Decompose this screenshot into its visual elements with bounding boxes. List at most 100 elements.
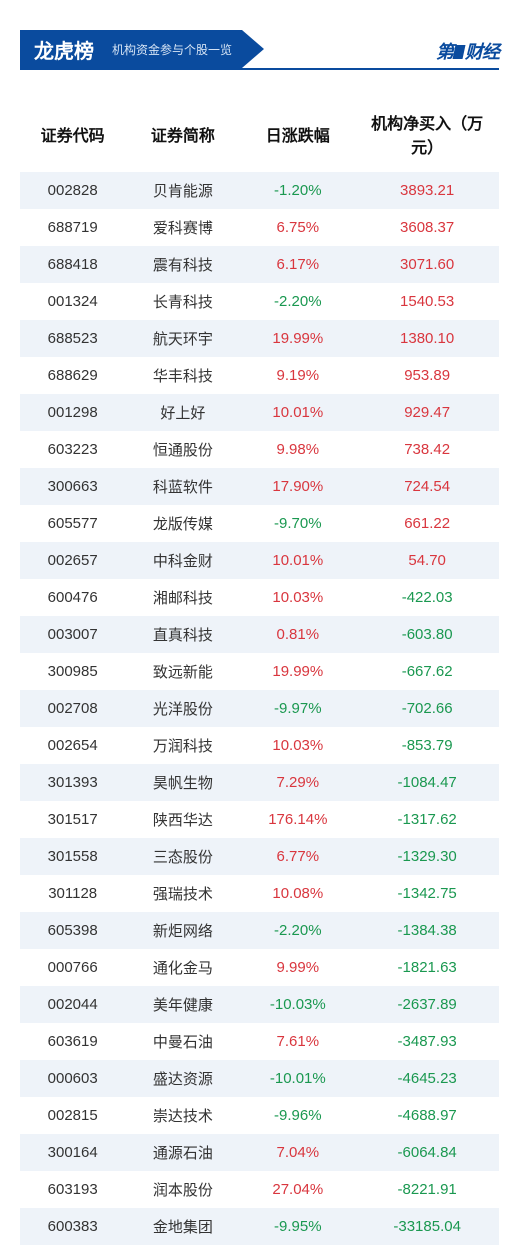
table-body: 002828贝肯能源-1.20%3893.21688719爱科赛博6.75%36…	[20, 172, 499, 1245]
cell-net: -1329.30	[355, 838, 499, 875]
table-row: 001298好上好10.01%929.47	[20, 394, 499, 431]
table-row: 002657中科金财10.01%54.70	[20, 542, 499, 579]
cell-code: 600476	[20, 579, 125, 616]
cell-code: 002657	[20, 542, 125, 579]
cell-name: 爱科赛博	[125, 209, 240, 246]
table-row: 002654万润科技10.03%-853.79	[20, 727, 499, 764]
cell-name: 长青科技	[125, 283, 240, 320]
table-row: 301517陕西华达176.14%-1317.62	[20, 801, 499, 838]
cell-name: 科蓝软件	[125, 468, 240, 505]
cell-net: 738.42	[355, 431, 499, 468]
cell-net: -853.79	[355, 727, 499, 764]
cell-name: 中曼石油	[125, 1023, 240, 1060]
cell-net: -3487.93	[355, 1023, 499, 1060]
th-name: 证券简称	[125, 100, 240, 172]
cell-name: 湘邮科技	[125, 579, 240, 616]
table-row: 603193润本股份27.04%-8221.91	[20, 1171, 499, 1208]
cell-name: 直真科技	[125, 616, 240, 653]
cell-change: 27.04%	[240, 1171, 355, 1208]
cell-net: 661.22	[355, 505, 499, 542]
table-row: 688418震有科技6.17%3071.60	[20, 246, 499, 283]
logo-text-left: 第	[436, 42, 453, 62]
cell-change: -2.20%	[240, 912, 355, 949]
cell-change: -9.70%	[240, 505, 355, 542]
cell-change: 10.01%	[240, 394, 355, 431]
cell-change: -2.20%	[240, 283, 355, 320]
table-row: 603223恒通股份9.98%738.42	[20, 431, 499, 468]
cell-change: -9.97%	[240, 690, 355, 727]
cell-change: 7.04%	[240, 1134, 355, 1171]
logo-block-icon	[453, 45, 466, 59]
cell-name: 龙版传媒	[125, 505, 240, 542]
cell-name: 美年健康	[125, 986, 240, 1023]
th-net: 机构净买入（万元）	[355, 100, 499, 172]
cell-change: 6.17%	[240, 246, 355, 283]
cell-change: 0.81%	[240, 616, 355, 653]
table-row: 603619中曼石油7.61%-3487.93	[20, 1023, 499, 1060]
cell-net: -1317.62	[355, 801, 499, 838]
cell-name: 航天环宇	[125, 320, 240, 357]
cell-change: 9.19%	[240, 357, 355, 394]
cell-net: -702.66	[355, 690, 499, 727]
table-row: 002815崇达技术-9.96%-4688.97	[20, 1097, 499, 1134]
cell-change: 10.03%	[240, 579, 355, 616]
cell-change: 6.75%	[240, 209, 355, 246]
table-row: 301393昊帆生物7.29%-1084.47	[20, 764, 499, 801]
table-row: 001324长青科技-2.20%1540.53	[20, 283, 499, 320]
cell-code: 301393	[20, 764, 125, 801]
cell-net: -33185.04	[355, 1208, 499, 1245]
cell-code: 002708	[20, 690, 125, 727]
table-row: 002044美年健康-10.03%-2637.89	[20, 986, 499, 1023]
cell-code: 603193	[20, 1171, 125, 1208]
cell-name: 强瑞技术	[125, 875, 240, 912]
cell-change: 6.77%	[240, 838, 355, 875]
cell-net: -603.80	[355, 616, 499, 653]
table-row: 003007直真科技0.81%-603.80	[20, 616, 499, 653]
table-row: 605398新炬网络-2.20%-1384.38	[20, 912, 499, 949]
cell-code: 002044	[20, 986, 125, 1023]
table-row: 300663科蓝软件17.90%724.54	[20, 468, 499, 505]
table-row: 300164通源石油7.04%-6064.84	[20, 1134, 499, 1171]
cell-change: 176.14%	[240, 801, 355, 838]
cell-net: -4688.97	[355, 1097, 499, 1134]
cell-net: -1084.47	[355, 764, 499, 801]
page-title: 龙虎榜	[20, 30, 108, 68]
cell-code: 301517	[20, 801, 125, 838]
title-arrow-icon	[242, 30, 264, 68]
cell-net: -1821.63	[355, 949, 499, 986]
cell-code: 300164	[20, 1134, 125, 1171]
cell-net: -4645.23	[355, 1060, 499, 1097]
cell-change: 10.01%	[240, 542, 355, 579]
cell-code: 000603	[20, 1060, 125, 1097]
cell-net: 929.47	[355, 394, 499, 431]
cell-change: -1.20%	[240, 172, 355, 209]
table-row: 688719爱科赛博6.75%3608.37	[20, 209, 499, 246]
cell-net: 3071.60	[355, 246, 499, 283]
th-change: 日涨跌幅	[240, 100, 355, 172]
table-row: 688629华丰科技9.19%953.89	[20, 357, 499, 394]
cell-name: 通化金马	[125, 949, 240, 986]
cell-code: 688719	[20, 209, 125, 246]
page-subtitle-wrap: 机构资金参与个股一览	[108, 30, 264, 68]
cell-change: 17.90%	[240, 468, 355, 505]
cell-change: 7.29%	[240, 764, 355, 801]
table-row: 002828贝肯能源-1.20%3893.21	[20, 172, 499, 209]
cell-change: 10.03%	[240, 727, 355, 764]
brand-logo: 第财经	[436, 38, 499, 64]
cell-change: -10.01%	[240, 1060, 355, 1097]
cell-net: -8221.91	[355, 1171, 499, 1208]
cell-code: 001324	[20, 283, 125, 320]
cell-code: 688523	[20, 320, 125, 357]
cell-name: 震有科技	[125, 246, 240, 283]
table-row: 301558三态股份6.77%-1329.30	[20, 838, 499, 875]
table-row: 300985致远新能19.99%-667.62	[20, 653, 499, 690]
table-row: 688523航天环宇19.99%1380.10	[20, 320, 499, 357]
table-row: 600383金地集团-9.95%-33185.04	[20, 1208, 499, 1245]
table-row: 605577龙版传媒-9.70%661.22	[20, 505, 499, 542]
cell-code: 605398	[20, 912, 125, 949]
table-head: 证券代码 证券简称 日涨跌幅 机构净买入（万元）	[20, 100, 499, 172]
cell-code: 603223	[20, 431, 125, 468]
cell-code: 600383	[20, 1208, 125, 1245]
cell-net: 1380.10	[355, 320, 499, 357]
cell-net: 1540.53	[355, 283, 499, 320]
